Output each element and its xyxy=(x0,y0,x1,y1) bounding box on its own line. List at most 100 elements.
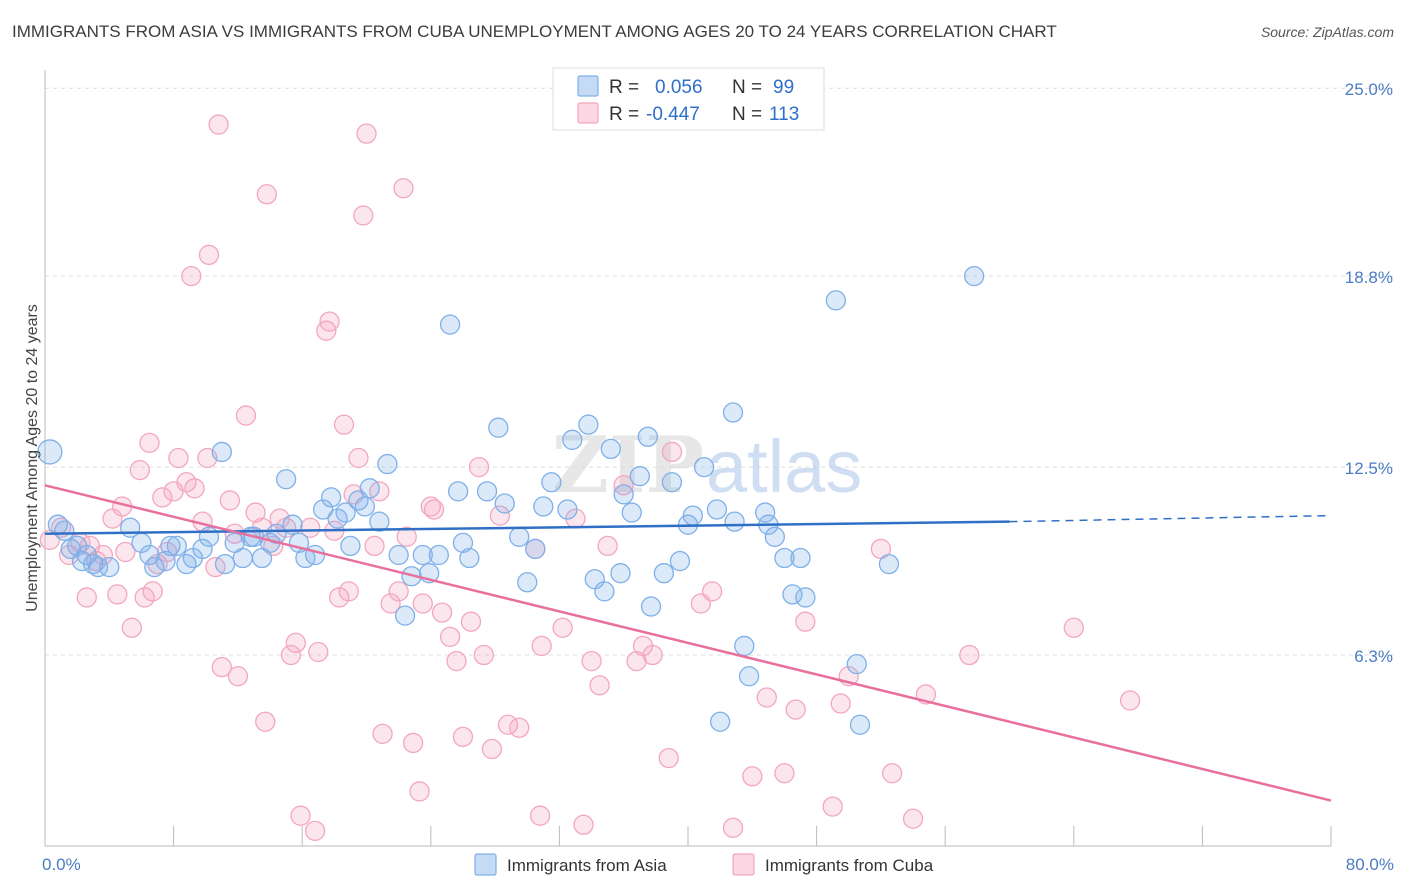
asia-point-19 xyxy=(192,538,213,560)
cuba-point-88 xyxy=(589,675,610,696)
cuba-point-56 xyxy=(353,205,374,226)
asia-point-80 xyxy=(706,499,728,520)
asia-point-44 xyxy=(388,544,409,566)
asia-point-20 xyxy=(198,526,220,547)
source-credit: Source: ZipAtlas.com xyxy=(1260,24,1394,40)
legend-r-value-asia: 0.056 xyxy=(655,77,703,98)
legend-n-label-cuba: N = xyxy=(732,104,762,125)
legend-swatch-cuba xyxy=(577,102,599,124)
legend-n-value-asia: 99 xyxy=(773,77,794,98)
asia-point-0 xyxy=(37,439,63,465)
cuba-point-35 xyxy=(245,502,266,523)
cuba-point-13 xyxy=(129,459,150,481)
cuba-point-11 xyxy=(115,541,136,563)
asia-point-82 xyxy=(722,402,744,423)
asia-point-92 xyxy=(795,587,816,608)
cuba-point-111 xyxy=(959,644,980,666)
y-axis-label: Unemployment Among Ages 20 to 24 years xyxy=(24,304,41,612)
asia-point-29 xyxy=(275,469,297,490)
asia-point-42 xyxy=(369,511,390,532)
cuba-point-84 xyxy=(552,617,573,638)
series-asia-points xyxy=(37,265,985,735)
cuba-point-76 xyxy=(473,644,494,666)
asia-point-22 xyxy=(214,553,236,575)
chart-title: IMMIGRANTS FROM ASIA VS IMMIGRANTS FROM … xyxy=(12,22,1057,41)
y-tick-labels: 6.3% 12.5% 18.8% 25.0% xyxy=(1345,80,1393,666)
cuba-point-15 xyxy=(139,432,160,453)
cuba-point-83 xyxy=(531,635,552,657)
cuba-point-67 xyxy=(412,593,433,614)
asia-point-21 xyxy=(211,441,232,463)
cuba-point-58 xyxy=(364,535,385,557)
cuba-point-73 xyxy=(452,726,474,748)
cuba-point-80 xyxy=(509,717,530,738)
cuba-point-60 xyxy=(372,723,393,744)
x-tick-labels: 0.0% 80.0% xyxy=(42,855,1394,874)
asia-point-50 xyxy=(439,314,461,335)
bottom-legend-swatch-asia xyxy=(474,853,497,876)
asia-point-69 xyxy=(613,484,634,505)
asia-point-76 xyxy=(669,550,691,572)
cuba-point-65 xyxy=(402,732,424,754)
asia-point-35 xyxy=(320,487,342,508)
cuba-point-98 xyxy=(722,817,744,838)
bottom-legend-label-asia: Immigrants from Asia xyxy=(507,856,667,875)
asia-point-58 xyxy=(517,572,538,593)
asia-point-56 xyxy=(494,493,515,514)
asia-point-24 xyxy=(232,547,253,569)
asia-point-73 xyxy=(640,596,662,617)
y-tick-label-1: 12.5% xyxy=(1345,459,1393,478)
asia-point-61 xyxy=(541,472,562,493)
correlation-legend: R = 0.056 N = 99 R = -0.447 N = 113 xyxy=(552,67,825,131)
asia-point-84 xyxy=(734,635,755,657)
cuba-point-34 xyxy=(235,405,257,426)
asia-point-41 xyxy=(359,478,380,499)
asia-point-53 xyxy=(459,547,480,569)
watermark-atlas: atlas xyxy=(706,425,862,508)
gridlines xyxy=(45,87,1393,656)
cuba-point-53 xyxy=(338,581,359,602)
asia-point-79 xyxy=(693,456,715,478)
series-legend: Immigrants from Asia Immigrants from Cub… xyxy=(474,853,934,876)
asia-point-38 xyxy=(340,535,361,557)
cuba-point-94 xyxy=(658,747,679,769)
asia-point-96 xyxy=(878,553,900,575)
asia-point-70 xyxy=(621,502,642,523)
trend-line-asia xyxy=(44,520,1010,536)
cuba-point-82 xyxy=(529,805,551,826)
cuba-point-12 xyxy=(121,617,142,638)
cuba-point-105 xyxy=(830,693,851,714)
cuba-point-109 xyxy=(902,808,924,829)
cuba-point-104 xyxy=(822,796,843,817)
cuba-point-101 xyxy=(774,763,795,784)
asia-point-52 xyxy=(452,532,474,554)
asia-point-68 xyxy=(610,563,631,584)
asia-point-59 xyxy=(525,538,546,560)
asia-point-17 xyxy=(176,553,197,575)
cuba-point-113 xyxy=(1119,690,1141,711)
asia-point-47 xyxy=(412,544,433,566)
cuba-point-93 xyxy=(642,644,663,666)
cuba-point-64 xyxy=(396,526,417,547)
asia-point-90 xyxy=(782,584,803,605)
asia-point-60 xyxy=(533,496,554,517)
cuba-point-46 xyxy=(304,820,326,841)
cuba-point-66 xyxy=(409,781,430,802)
cuba-point-89 xyxy=(597,535,618,557)
asia-point-64 xyxy=(578,414,599,435)
asia-point-37 xyxy=(335,502,356,523)
cuba-point-112 xyxy=(1063,617,1084,638)
trend-line-cuba xyxy=(44,484,1332,802)
asia-point-67 xyxy=(600,438,621,460)
legend-swatch-asia xyxy=(577,75,599,97)
asia-point-55 xyxy=(488,417,509,438)
asia-point-43 xyxy=(377,453,398,475)
asia-point-54 xyxy=(476,481,498,502)
asia-point-14 xyxy=(155,550,176,572)
cuba-point-87 xyxy=(581,650,602,672)
asia-point-85 xyxy=(738,666,760,687)
x-tick-label-min: 0.0% xyxy=(42,855,81,874)
cuba-point-37 xyxy=(255,711,276,732)
asia-point-66 xyxy=(594,581,615,602)
